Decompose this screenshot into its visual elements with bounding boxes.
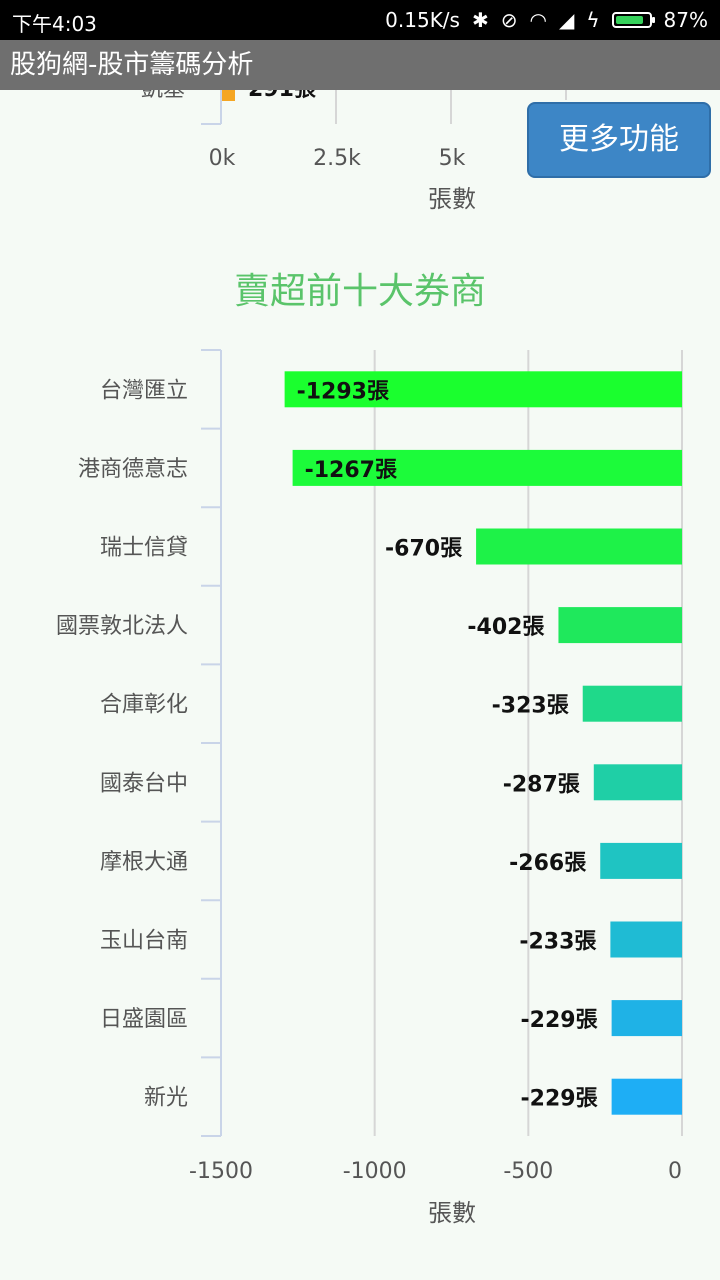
- top-chart-x-axis-label: 張數: [428, 185, 476, 213]
- category-label: 日盛園區: [100, 1007, 188, 1032]
- category-label: 瑞士信貸: [100, 536, 188, 561]
- wifi-icon: ◠: [529, 8, 547, 32]
- x-tick-label: -1500: [189, 1159, 253, 1184]
- app-title: 股狗網-股市籌碼分析: [10, 50, 254, 80]
- top-chart-tick-label: 2.5k: [313, 146, 361, 171]
- bar-data-label: -402張: [467, 615, 545, 640]
- top-chart-tick-label: 0k: [209, 146, 236, 171]
- category-label: 新光: [144, 1086, 188, 1111]
- bar-data-label: -670張: [385, 537, 463, 562]
- bar: [600, 842, 682, 879]
- category-label: 國票敦北法人: [56, 614, 188, 639]
- top-chart-bar-label: 291張: [248, 90, 317, 102]
- bar: [284, 371, 682, 408]
- signal-icon: ◢: [558, 8, 575, 32]
- bar-data-label: -229張: [521, 1008, 599, 1033]
- top-chart-bar: [222, 90, 235, 101]
- more-features-button[interactable]: 更多功能: [527, 102, 711, 178]
- bluetooth-icon: ✱: [471, 8, 489, 32]
- bar: [593, 764, 682, 801]
- category-label: 台灣匯立: [100, 378, 188, 403]
- x-tick-label: 0: [668, 1159, 682, 1184]
- bar-data-label: -287張: [503, 772, 581, 797]
- battery-icon: [611, 12, 655, 28]
- x-axis-label: 張數: [428, 1199, 476, 1227]
- bar-data-label: -323張: [492, 694, 570, 719]
- bar-data-label: -1293張: [297, 379, 390, 404]
- app-title-bar: 股狗網-股市籌碼分析: [0, 40, 720, 90]
- category-label: 國泰台中: [100, 771, 188, 796]
- category-label: 玉山台南: [100, 929, 188, 954]
- bar: [610, 921, 682, 958]
- top-chart-partial: 凱基 291張 0k 2.5k 5k 張數: [141, 90, 567, 213]
- chart-title: 賣超前十大券商: [233, 271, 486, 312]
- bar-data-label: -266張: [509, 851, 587, 876]
- battery-percent: 87%: [663, 8, 708, 32]
- bar-data-label: -1267張: [305, 458, 398, 483]
- bar: [582, 685, 682, 722]
- category-label: 港商德意志: [78, 457, 188, 482]
- status-time: 下午4:03: [12, 12, 97, 36]
- top-chart-tick-label: 5k: [439, 146, 466, 171]
- status-icons: 0.15K/s ✱ ⊘ ◠ ◢ ϟ 87%: [385, 8, 708, 32]
- bar: [611, 1000, 682, 1037]
- category-label: 摩根大通: [100, 850, 188, 875]
- bar: [558, 607, 682, 644]
- bar: [611, 1078, 682, 1115]
- charging-icon: ϟ: [586, 8, 600, 32]
- x-tick-label: -1000: [343, 1159, 407, 1184]
- category-label: 合庫彰化: [100, 693, 188, 718]
- bar: [292, 449, 682, 486]
- bar-data-label: -233張: [519, 930, 597, 955]
- mute-vibrate-icon: ⊘: [500, 8, 518, 32]
- top-chart-category-label: 凱基: [141, 90, 185, 102]
- x-tick-label: -500: [503, 1159, 553, 1184]
- battery-fill: [615, 16, 644, 24]
- status-bar: 下午4:03 0.15K/s ✱ ⊘ ◠ ◢ ϟ 87%: [0, 0, 720, 40]
- network-speed: 0.15K/s: [385, 8, 460, 32]
- bar-data-label: -229張: [521, 1087, 599, 1112]
- bar: [476, 528, 682, 565]
